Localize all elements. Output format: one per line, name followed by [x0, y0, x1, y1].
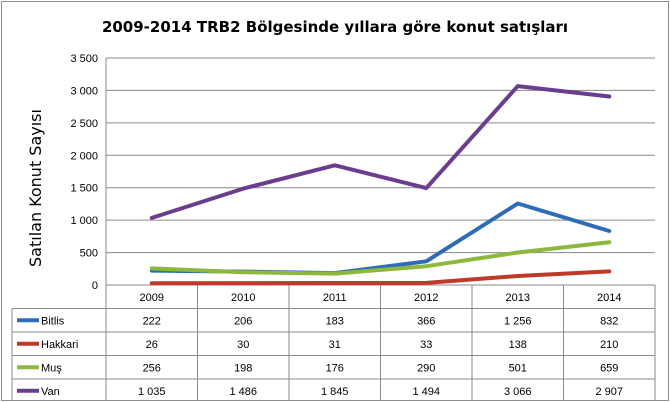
data-label: 210: [600, 339, 618, 351]
y-tick-label: 3 000: [70, 85, 98, 97]
y-tick-label: 3 500: [70, 53, 98, 65]
data-label: 138: [509, 339, 527, 351]
data-label: 501: [509, 362, 527, 374]
y-tick-label: 2 500: [70, 118, 98, 130]
data-label: 33: [420, 339, 432, 351]
y-tick-label: 500: [80, 248, 98, 260]
data-label: 30: [237, 339, 249, 351]
data-label: 31: [329, 339, 341, 351]
x-tick-label: 2014: [597, 292, 621, 304]
series-line-bitlis: [149, 201, 612, 276]
data-label: 1 256: [504, 315, 532, 327]
legend-label: Bitlis: [41, 315, 65, 327]
data-label: 3 066: [504, 386, 532, 398]
series-line-van: [149, 84, 612, 220]
data-label: 1 486: [229, 386, 257, 398]
series-line-muş: [149, 240, 612, 276]
y-tick-label: 1 500: [70, 183, 98, 195]
data-label: 176: [326, 362, 344, 374]
y-tick-label: 0: [92, 280, 98, 292]
data-label: 1 494: [412, 386, 440, 398]
data-label: 1 845: [321, 386, 349, 398]
data-label: 183: [326, 315, 344, 327]
data-label: 659: [600, 362, 618, 374]
x-tick-label: 2013: [506, 292, 530, 304]
data-label: 222: [143, 315, 161, 327]
x-tick-label: 2009: [140, 292, 164, 304]
data-label: 206: [234, 315, 252, 327]
legend-label: Hakkari: [41, 339, 78, 351]
legend-label: Muş: [41, 362, 62, 374]
series-line-hakkari: [149, 269, 612, 286]
x-tick-label: 2010: [231, 292, 255, 304]
x-tick-label: 2012: [414, 292, 438, 304]
y-tick-label: 1 000: [70, 215, 98, 227]
data-label: 366: [417, 315, 435, 327]
data-label: 256: [143, 362, 161, 374]
data-label: 290: [417, 362, 435, 374]
data-label: 832: [600, 315, 618, 327]
data-label: 198: [234, 362, 252, 374]
y-tick-label: 2 000: [70, 150, 98, 162]
data-label: 26: [146, 339, 158, 351]
legend-label: Van: [41, 386, 60, 398]
data-label: 2 907: [595, 386, 623, 398]
x-tick-label: 2011: [323, 292, 347, 304]
data-label: 1 035: [138, 386, 166, 398]
chart-title: 2009-2014 TRB2 Bölgesinde yıllara göre k…: [101, 18, 569, 36]
